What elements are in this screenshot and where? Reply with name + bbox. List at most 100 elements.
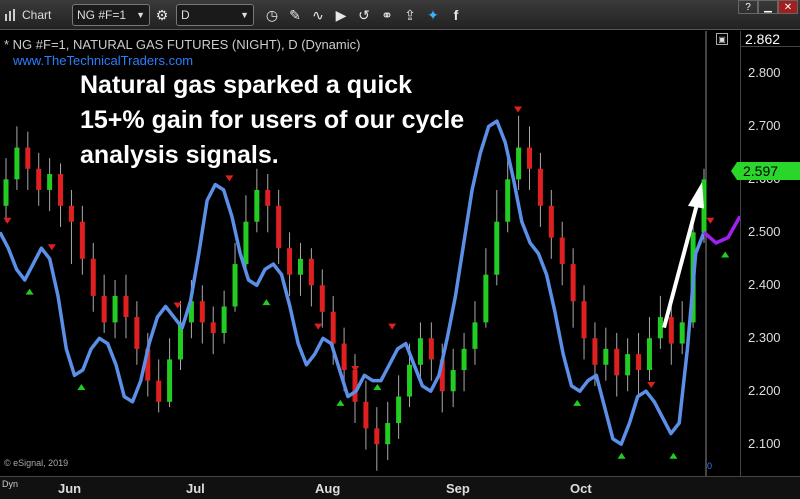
candle-down xyxy=(363,401,369,429)
chart-toolbar: Chart NG #F=1 ▼ ⚙ D ▼ ◷ ✎ ∿ ▶ ↺ ⚭ ⇪ ✦ f … xyxy=(0,0,800,30)
candle-down xyxy=(330,311,336,344)
minimize-button[interactable]: ▁ xyxy=(758,0,778,14)
peak-marker-icon xyxy=(647,381,656,388)
symbol-text: NG #F=1 xyxy=(77,8,127,22)
maximize-pane-icon[interactable]: ▣ xyxy=(716,33,728,45)
last-price-label: 2.862 xyxy=(741,31,800,47)
candle-up xyxy=(385,423,391,445)
candle-up xyxy=(167,359,173,402)
candle-up xyxy=(243,221,249,265)
y-tick-label: 2.200 xyxy=(748,383,781,399)
candle-up xyxy=(47,174,53,190)
symbol-dropdown-icon[interactable]: ▼ xyxy=(136,10,145,20)
x-tick-label: Jul xyxy=(186,481,205,496)
candle-down xyxy=(636,354,642,371)
candle-down xyxy=(101,295,107,323)
candle-up xyxy=(472,322,478,349)
candle-down xyxy=(341,343,347,371)
candle-up xyxy=(232,264,238,307)
facebook-icon[interactable]: f xyxy=(453,7,459,23)
candle-down xyxy=(570,264,576,302)
candle-down xyxy=(287,248,293,275)
candle-up xyxy=(603,348,609,365)
candle-down xyxy=(374,428,380,445)
candle-down xyxy=(537,168,543,206)
price-chart[interactable] xyxy=(0,31,742,476)
interval-dropdown-icon[interactable]: ▼ xyxy=(240,10,249,20)
candle-up xyxy=(516,147,522,180)
trough-marker-icon xyxy=(669,452,678,459)
candle-down xyxy=(36,168,42,190)
candle-up xyxy=(701,179,707,233)
dyn-label: Dyn xyxy=(2,479,19,489)
peak-marker-icon xyxy=(706,217,715,224)
share-icon[interactable]: ⇪ xyxy=(404,6,416,23)
candle-up xyxy=(505,179,511,222)
cycle-line xyxy=(0,119,706,446)
symbol-input[interactable]: NG #F=1 ▼ xyxy=(72,4,150,26)
candle-up xyxy=(407,364,413,397)
website-link: www.TheTechnicalTraders.com xyxy=(13,53,194,68)
candle-down xyxy=(428,338,434,360)
trough-marker-icon xyxy=(617,452,626,459)
candle-up xyxy=(657,317,663,339)
candle-up xyxy=(483,274,489,323)
twitter-icon[interactable]: ✦ xyxy=(427,6,439,23)
peak-marker-icon xyxy=(388,323,397,330)
candle-up xyxy=(188,301,194,323)
interval-text: D xyxy=(181,8,190,22)
candle-down xyxy=(265,189,271,206)
candle-up xyxy=(254,189,260,222)
candle-up xyxy=(417,338,423,365)
candle-down xyxy=(276,205,282,249)
interval-select[interactable]: D ▼ xyxy=(176,4,254,26)
candle-down xyxy=(25,147,31,169)
candle-up xyxy=(297,258,303,275)
candle-up xyxy=(679,322,685,344)
trough-marker-icon xyxy=(262,299,271,306)
arrow-shaft xyxy=(662,200,700,329)
candle-down xyxy=(592,338,598,365)
candle-down xyxy=(527,147,532,169)
candle-down xyxy=(134,317,140,349)
candle-up xyxy=(178,322,183,360)
candle-down xyxy=(668,317,674,344)
candle-down xyxy=(308,258,314,286)
arrow-head-icon xyxy=(688,181,704,209)
clock-icon[interactable]: ◷ xyxy=(265,6,279,23)
candle-up xyxy=(396,396,402,424)
peak-marker-icon xyxy=(3,217,12,224)
interval-settings-icon[interactable]: ⚙ xyxy=(155,6,169,23)
trough-marker-icon xyxy=(77,383,86,390)
price-axis[interactable] xyxy=(740,31,800,476)
draw-tool-icon[interactable]: ✎ xyxy=(289,6,301,23)
candle-up xyxy=(221,306,227,333)
chart-app-icon xyxy=(4,4,18,26)
trough-marker-icon xyxy=(373,383,382,390)
candle-up xyxy=(112,295,118,323)
trough-marker-icon xyxy=(25,288,34,295)
candle-up xyxy=(450,370,456,392)
chart-canvas[interactable] xyxy=(0,31,742,476)
play-icon[interactable]: ▶ xyxy=(335,6,347,23)
peak-marker-icon xyxy=(351,366,360,373)
time-axis[interactable] xyxy=(0,476,800,499)
candle-down xyxy=(439,359,445,392)
candle-down xyxy=(145,348,151,381)
candle-down xyxy=(58,174,64,206)
close-button[interactable]: ✕ xyxy=(778,0,798,14)
x-tick-label: Aug xyxy=(315,481,341,496)
candle-up xyxy=(494,221,500,275)
trough-marker-icon xyxy=(336,399,345,406)
candle-down xyxy=(123,295,129,318)
y-tick-label: 2.500 xyxy=(748,224,781,240)
study-icon[interactable]: ∿ xyxy=(312,6,324,23)
current-price-tag: 2.597 xyxy=(731,162,800,180)
link-icon[interactable]: ⚭ xyxy=(381,6,393,23)
replay-icon[interactable]: ↺ xyxy=(358,6,370,23)
projection-line xyxy=(702,215,742,245)
candle-down xyxy=(199,301,205,323)
help-button[interactable]: ? xyxy=(738,0,758,14)
peak-marker-icon xyxy=(47,244,56,251)
candle-up xyxy=(625,354,631,376)
